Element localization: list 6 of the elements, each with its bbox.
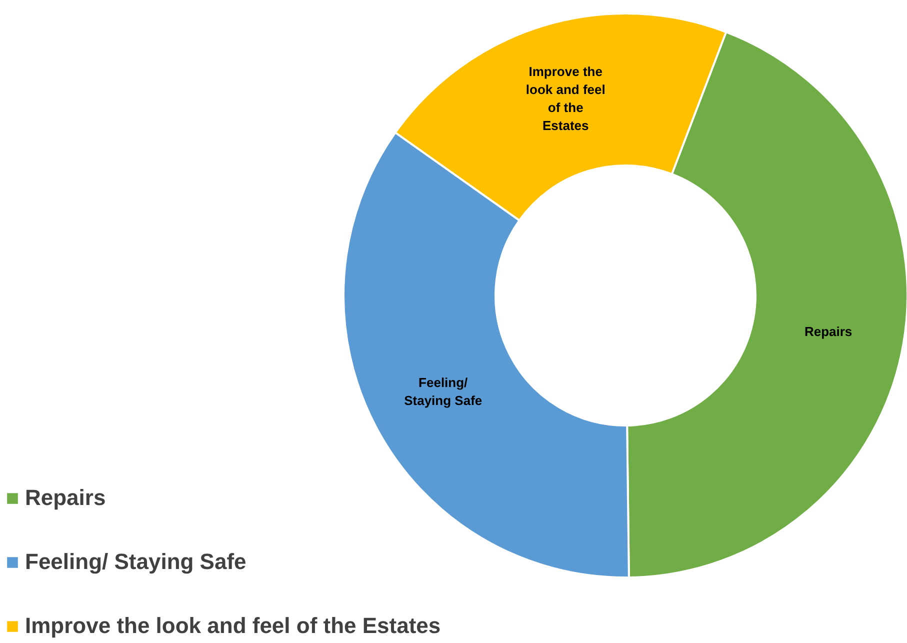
slice-label: Repairs [804,324,852,340]
slice-label: Improve the look and feel of the Estates [526,64,606,133]
slice-label: Feeling/ Staying Safe [404,374,482,408]
legend-label: Repairs [25,485,106,511]
legend-label: Feeling/ Staying Safe [25,549,246,575]
legend-label: Improve the look and feel of the Estates [25,613,441,639]
